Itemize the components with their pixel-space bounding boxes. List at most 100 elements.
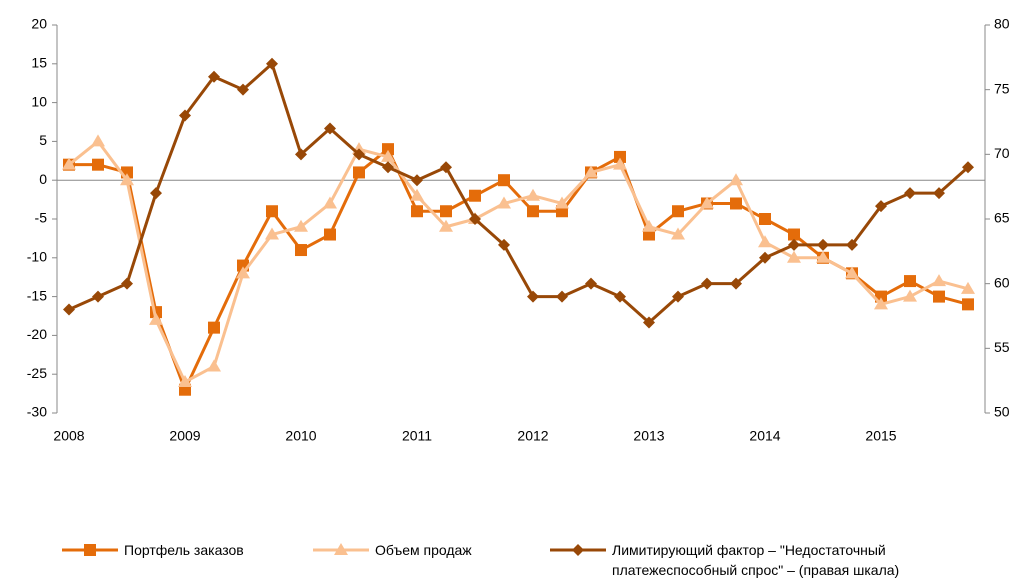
- x-tick-label: 2014: [749, 428, 780, 444]
- y2-tick-label: 50: [994, 404, 1010, 420]
- marker: [556, 290, 568, 303]
- marker: [382, 143, 394, 156]
- legend-label: Портфель заказов: [124, 542, 244, 558]
- x-tick-label: 2015: [865, 428, 896, 444]
- y-tick-label: 20: [31, 16, 47, 32]
- y-tick-label: -15: [27, 287, 47, 303]
- y2-tick-label: 65: [994, 210, 1010, 226]
- marker: [527, 290, 539, 303]
- marker: [469, 213, 481, 225]
- marker: [701, 277, 713, 290]
- marker: [933, 290, 945, 303]
- marker: [353, 166, 365, 179]
- marker: [875, 200, 887, 213]
- y2-tick-label: 70: [994, 145, 1010, 161]
- x-tick-label: 2013: [633, 428, 664, 444]
- marker: [788, 238, 800, 251]
- marker: [672, 290, 684, 303]
- marker: [816, 250, 830, 263]
- marker: [498, 174, 510, 187]
- marker: [92, 158, 104, 171]
- marker: [334, 543, 348, 555]
- y-tick-label: 10: [31, 93, 47, 109]
- marker: [932, 274, 946, 287]
- marker: [846, 238, 858, 251]
- marker: [295, 244, 307, 257]
- y-tick-label: -30: [27, 404, 47, 420]
- legend-swatch: [62, 544, 118, 556]
- marker: [730, 277, 742, 290]
- marker: [439, 219, 453, 232]
- y-tick-label: -25: [27, 365, 47, 381]
- marker: [411, 174, 423, 187]
- y-tick-label: 5: [39, 132, 47, 148]
- marker: [265, 227, 279, 240]
- y-tick-label: -10: [27, 249, 47, 265]
- series-line: [68, 62, 969, 324]
- marker: [440, 205, 452, 218]
- marker: [207, 359, 221, 372]
- marker: [63, 303, 75, 316]
- marker: [179, 109, 191, 122]
- chart: -30 -25 -20 -15 -10 -5 0 5 10 15 20 50 55 60 65 70 75 80 2…: [27, 16, 1010, 444]
- y2-tick-label: 75: [994, 80, 1010, 96]
- legend-item: Объем продаж: [313, 540, 472, 560]
- x-tick-label: 2010: [285, 428, 316, 444]
- marker: [236, 266, 250, 279]
- marker: [527, 205, 539, 218]
- legend-swatch: [550, 544, 606, 556]
- marker: [91, 134, 105, 147]
- marker: [410, 188, 424, 201]
- y2-tick-label: 55: [994, 339, 1010, 355]
- marker: [729, 173, 743, 186]
- x-tick-label: 2011: [402, 428, 432, 444]
- marker: [904, 275, 916, 288]
- marker: [642, 219, 656, 232]
- marker: [382, 161, 394, 174]
- marker: [903, 289, 917, 302]
- marker: [178, 374, 192, 387]
- marker: [469, 189, 481, 202]
- marker: [643, 316, 655, 329]
- marker: [84, 544, 96, 556]
- marker: [672, 205, 684, 218]
- marker: [759, 251, 771, 264]
- marker: [613, 157, 627, 170]
- marker: [150, 187, 162, 200]
- marker: [585, 277, 597, 290]
- y-tick-label: 15: [31, 55, 47, 71]
- marker: [353, 148, 365, 161]
- marker: [962, 161, 974, 174]
- marker: [498, 238, 510, 251]
- marker: [933, 187, 945, 200]
- y-tick-label: -20: [27, 326, 47, 342]
- legend-item: Лимитирующий фактор – "Недостаточный пла…: [550, 540, 930, 580]
- x-tick-label: 2012: [517, 428, 548, 444]
- legend-item: Портфель заказов: [62, 540, 244, 560]
- marker: [817, 238, 829, 251]
- x-tick-label: 2009: [169, 428, 200, 444]
- marker: [526, 188, 540, 201]
- marker: [411, 205, 423, 218]
- marker: [759, 213, 771, 225]
- marker: [730, 197, 742, 210]
- y-tick-label: -5: [35, 210, 48, 226]
- marker: [266, 205, 278, 218]
- y-tick-label: 0: [39, 171, 47, 187]
- marker: [324, 122, 336, 135]
- marker: [671, 227, 685, 240]
- marker: [324, 228, 336, 241]
- marker: [323, 196, 337, 209]
- legend-label: Лимитирующий фактор – "Недостаточный пла…: [612, 542, 900, 578]
- legend-swatch: [313, 543, 369, 555]
- y2-tick-label: 80: [994, 16, 1010, 32]
- marker: [149, 312, 163, 325]
- marker: [787, 250, 801, 263]
- marker: [92, 290, 104, 303]
- marker: [700, 196, 714, 209]
- marker: [208, 321, 220, 334]
- marker: [266, 57, 278, 70]
- marker: [555, 196, 569, 209]
- marker: [614, 290, 626, 303]
